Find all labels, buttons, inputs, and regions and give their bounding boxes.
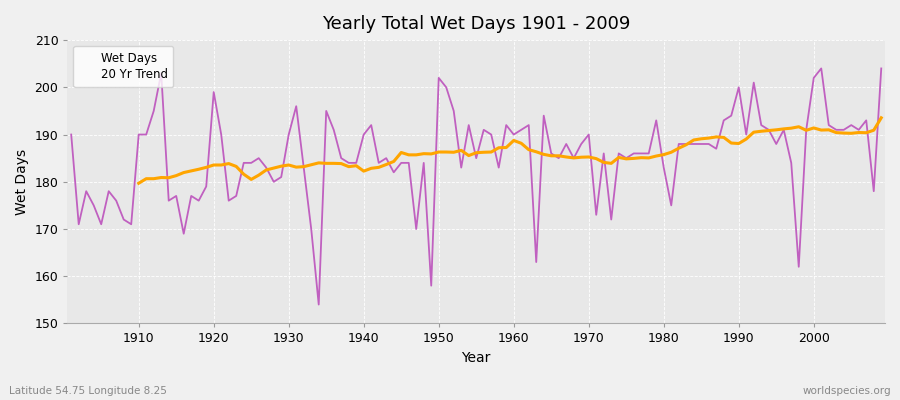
Line: 20 Yr Trend: 20 Yr Trend	[139, 118, 881, 183]
20 Yr Trend	[275, 164, 286, 168]
Wet Days	[876, 66, 886, 71]
X-axis label: Year: Year	[462, 351, 490, 365]
Legend: Wet Days, 20 Yr Trend: Wet Days, 20 Yr Trend	[74, 46, 174, 87]
20 Yr Trend	[876, 116, 886, 120]
Wet Days	[343, 160, 354, 165]
20 Yr Trend	[133, 181, 144, 186]
Wet Days	[606, 217, 616, 222]
Wet Days	[516, 128, 526, 132]
Wet Days	[815, 66, 826, 71]
Line: Wet Days: Wet Days	[71, 68, 881, 304]
Wet Days	[508, 132, 519, 137]
Title: Yearly Total Wet Days 1901 - 2009: Yearly Total Wet Days 1901 - 2009	[322, 15, 630, 33]
20 Yr Trend	[576, 155, 587, 160]
20 Yr Trend	[838, 131, 849, 136]
20 Yr Trend	[815, 128, 826, 132]
20 Yr Trend	[516, 141, 526, 146]
Wet Days	[66, 132, 77, 137]
Text: Latitude 54.75 Longitude 8.25: Latitude 54.75 Longitude 8.25	[9, 386, 166, 396]
Y-axis label: Wet Days: Wet Days	[15, 149, 29, 215]
Wet Days	[291, 104, 302, 109]
Wet Days	[126, 222, 137, 227]
20 Yr Trend	[306, 162, 317, 167]
Text: worldspecies.org: worldspecies.org	[803, 386, 891, 396]
Wet Days	[313, 302, 324, 307]
